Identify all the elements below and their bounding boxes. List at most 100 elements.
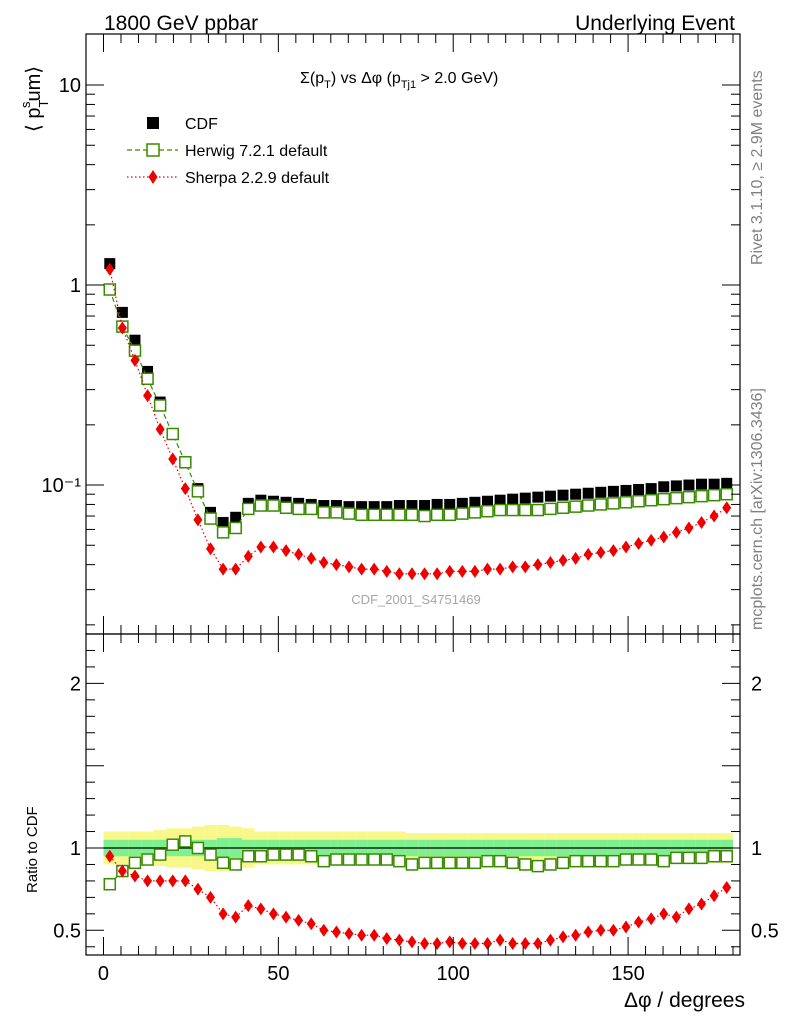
sherpa-point bbox=[722, 501, 732, 515]
herwig-point bbox=[670, 491, 683, 505]
herwig-ratio-point bbox=[481, 854, 494, 868]
ratio-frame bbox=[85, 633, 741, 956]
herwig-ratio-point bbox=[644, 853, 658, 866]
sherpa-ratio-point bbox=[117, 864, 127, 878]
cdf-point bbox=[658, 481, 670, 493]
cdf-point bbox=[343, 501, 355, 513]
herwig-point bbox=[418, 509, 431, 523]
herwig-ratio-point bbox=[254, 849, 268, 863]
sherpa-point bbox=[407, 567, 417, 581]
cdf-point bbox=[633, 484, 645, 496]
sherpa-ratio-point bbox=[482, 936, 492, 950]
sherpa-ratio-point bbox=[344, 927, 354, 941]
cdf-point bbox=[544, 490, 556, 502]
herwig-point bbox=[556, 501, 570, 515]
sherpa-ratio-point bbox=[684, 902, 694, 916]
herwig-point bbox=[267, 499, 280, 512]
cdf-point bbox=[356, 501, 368, 513]
sherpa-ratio-point bbox=[596, 923, 606, 937]
mcplots-label: mcplots.cern.ch [arXiv:1306.3436] bbox=[749, 388, 766, 630]
cdf-point bbox=[570, 488, 582, 500]
sherpa-ratio-point bbox=[155, 874, 165, 888]
herwig-point bbox=[456, 507, 469, 520]
sherpa-point bbox=[294, 547, 304, 561]
sherpa-point bbox=[621, 540, 631, 554]
plot-title: Σ(pT) vs Δφ (pTj1 > 2.0 GeV) bbox=[300, 70, 498, 91]
herwig-ratio-point bbox=[695, 851, 708, 865]
cdf-point bbox=[444, 498, 456, 510]
herwig-ratio-point bbox=[216, 856, 230, 870]
herwig-ratio-point bbox=[141, 853, 154, 866]
header-right: Underlying Event bbox=[575, 12, 735, 35]
herwig-ratio-point bbox=[670, 851, 683, 865]
sherpa-ratio-point bbox=[558, 930, 568, 944]
herwig-point bbox=[657, 492, 671, 506]
legend-item-sherpa: Sherpa 2.2.9 default bbox=[127, 170, 330, 187]
herwig-ratio-point bbox=[493, 854, 507, 868]
cdf-point bbox=[708, 478, 720, 490]
herwig-ratio-point bbox=[544, 858, 557, 871]
ratio-y-tick-label: 0.5 bbox=[53, 920, 81, 942]
sherpa-point bbox=[256, 540, 266, 554]
legend: CDF Herwig 7.2.1 default Sherpa 2.2.9 de… bbox=[127, 116, 330, 187]
herwig-point bbox=[607, 497, 620, 510]
sherpa-ratio-point bbox=[105, 849, 115, 863]
cdf-point bbox=[696, 478, 708, 490]
sherpa-point bbox=[357, 562, 367, 576]
sherpa-point bbox=[143, 389, 153, 403]
sherpa-point bbox=[344, 560, 354, 574]
cdf-point bbox=[557, 489, 569, 501]
sherpa-point bbox=[155, 422, 165, 436]
herwig-ratio-point bbox=[292, 848, 305, 861]
legend-cdf-marker bbox=[147, 117, 159, 129]
sherpa-ratio-point bbox=[369, 928, 379, 942]
cdf-point bbox=[419, 500, 431, 512]
sherpa-ratio-point bbox=[319, 923, 329, 937]
herwig-point bbox=[166, 427, 179, 441]
herwig-ratio-point bbox=[581, 854, 595, 868]
herwig-ratio-point bbox=[355, 853, 368, 866]
sherpa-point bbox=[646, 533, 656, 547]
sherpa-point bbox=[180, 482, 190, 496]
sherpa-ratio-point bbox=[445, 935, 455, 949]
sherpa-ratio-point bbox=[508, 936, 518, 950]
herwig-ratio-point bbox=[153, 848, 167, 861]
sherpa-point bbox=[243, 549, 253, 563]
cdf-point bbox=[217, 516, 229, 528]
main-panel: 10⁻¹ 1 10 CDF_2001_S4751469 Σ(pT) vs Δφ (p… bbox=[18, 33, 741, 635]
cdf-point bbox=[683, 479, 695, 491]
cdf-point bbox=[507, 493, 519, 505]
herwig-point bbox=[292, 502, 305, 516]
sherpa-point bbox=[634, 537, 644, 551]
x-tick-label: 100 bbox=[437, 963, 470, 985]
cdf-point bbox=[381, 501, 393, 513]
sherpa-ratio-point bbox=[608, 923, 618, 937]
cdf-point bbox=[645, 483, 657, 495]
herwig-point bbox=[443, 508, 456, 522]
ratio-axis-ticks: 0 50 100 150 0.5 0.5 1 1 2 2 bbox=[53, 634, 779, 985]
cdf-point bbox=[481, 495, 493, 507]
header-left: 1800 GeV ppbar bbox=[104, 12, 258, 35]
herwig-ratio-point bbox=[304, 849, 318, 863]
sherpa-point bbox=[671, 525, 681, 539]
sherpa-point bbox=[218, 562, 228, 576]
x-tick-label: 50 bbox=[267, 963, 289, 985]
cdf-point bbox=[494, 494, 506, 506]
sherpa-ratio-point bbox=[420, 936, 430, 950]
ratio-y-tick-label: 2 bbox=[70, 673, 81, 695]
herwig-point bbox=[342, 507, 356, 520]
herwig-ratio-point bbox=[682, 851, 696, 865]
sherpa-point bbox=[268, 540, 278, 554]
ratio-y-tick-label-right: 2 bbox=[751, 673, 762, 695]
sherpa-ratio-point bbox=[571, 928, 581, 942]
herwig-point bbox=[191, 485, 205, 498]
main-y-tick-label: 1 bbox=[70, 275, 81, 297]
herwig-ratio-point bbox=[720, 849, 733, 863]
sherpa-ratio-point bbox=[180, 874, 190, 888]
sherpa-point bbox=[558, 553, 568, 567]
ratio-y-tick-label-right: 0.5 bbox=[751, 920, 779, 942]
herwig-ratio-point bbox=[619, 853, 633, 866]
herwig-point bbox=[695, 489, 708, 503]
main-y-tick-label: 10⁻¹ bbox=[42, 475, 82, 497]
herwig-point bbox=[493, 503, 507, 517]
